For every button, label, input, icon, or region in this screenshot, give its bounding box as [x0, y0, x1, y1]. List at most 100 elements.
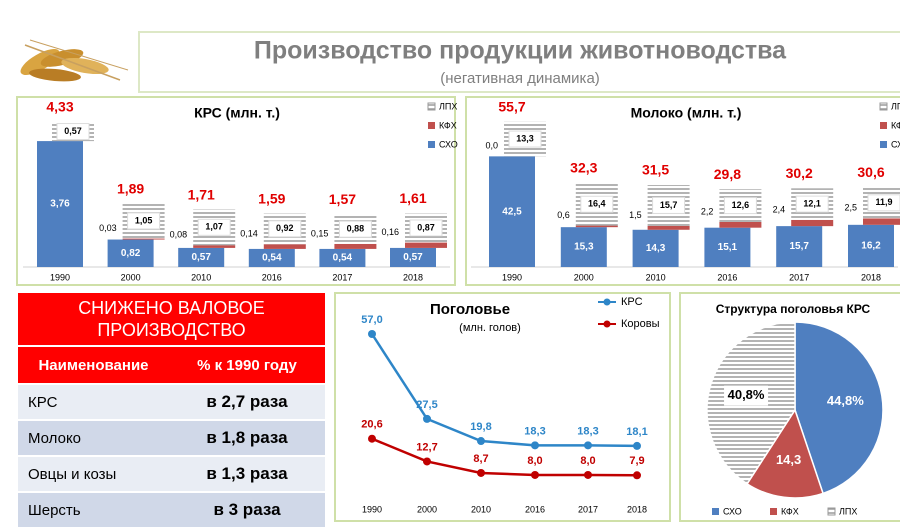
bar-segment [575, 225, 618, 228]
bar-segment [560, 227, 607, 267]
legend-label: ЛПХ [891, 101, 900, 111]
chart-title: Структура поголовья КРС [716, 302, 871, 316]
value-label: 2,2 [701, 206, 714, 216]
column-header: % к 1990 году [169, 347, 325, 383]
x-tick-label: 2000 [574, 272, 594, 282]
title: Производство продукции животноводства [254, 37, 787, 65]
value-label: 0,88 [347, 224, 365, 234]
column-header: Наименование [18, 347, 169, 383]
value-label: 12,1 [803, 199, 821, 209]
value-label: 42,5 [502, 206, 522, 217]
bar-segment [107, 239, 154, 267]
value-label: 0,54 [262, 253, 282, 264]
value-label: 8,7 [473, 453, 488, 465]
table-cell: в 1,8 раза [169, 421, 325, 455]
legend-swatch [428, 122, 435, 129]
value-label: 15,3 [574, 242, 594, 253]
logo [20, 39, 129, 82]
value-label: 0,03 [99, 223, 117, 233]
bar-segment [390, 247, 436, 267]
label-bg [580, 195, 614, 213]
table-cell: Молоко [18, 421, 169, 455]
value-label: 16,2 [861, 241, 881, 252]
bar-segment [719, 221, 762, 228]
point [633, 441, 641, 450]
value-label: 16,4 [588, 199, 606, 209]
bar-segment [489, 156, 535, 267]
x-tick-label: 2010 [646, 272, 666, 282]
value-label: 0,57 [403, 252, 423, 263]
bar-segment [791, 219, 834, 227]
series-line [370, 333, 638, 448]
x-tick-label: 2017 [789, 272, 809, 282]
value-label: 7,9 [629, 455, 644, 467]
series-line [371, 437, 638, 477]
point [477, 437, 485, 446]
panel [16, 96, 456, 286]
value-label: 44,8% [827, 393, 864, 408]
chart-title: КРС (млн. т.) [194, 105, 280, 121]
x-tick-label: 2016 [717, 272, 737, 282]
legend-label: СХО [723, 506, 742, 516]
table-row: Шерсть в 3 раза [18, 493, 325, 527]
value-label: 12,7 [416, 441, 437, 453]
legend-swatch [770, 508, 777, 515]
legend-marker [603, 320, 611, 328]
x-tick-label: 2000 [121, 272, 141, 282]
value-label: 0,92 [276, 223, 294, 233]
total-label: 4,33 [46, 99, 73, 115]
table-cell: Овцы и козы [18, 457, 169, 491]
value-label: 8,0 [527, 455, 542, 467]
pie-slice [794, 321, 884, 495]
legend-label: КФХ [891, 120, 900, 130]
legend-swatch [879, 102, 888, 111]
legend-marker [603, 298, 611, 306]
label-bg [795, 195, 829, 213]
table-row: КРС в 2,7 раза [18, 385, 325, 419]
point [584, 470, 592, 479]
x-tick-label: 2010 [471, 504, 491, 514]
total-label: 1,61 [399, 190, 426, 206]
subtitle: (негативная динамика) [440, 70, 600, 87]
x-tick-label: 2010 [191, 272, 211, 282]
legend-swatch [712, 508, 719, 515]
value-label: 0,54 [333, 253, 353, 264]
value-label: 0,87 [417, 222, 435, 232]
bar-segment [178, 247, 225, 267]
label-bg [56, 123, 90, 141]
value-label: 15,7 [789, 241, 809, 252]
value-label: 27,5 [416, 399, 437, 411]
value-label: 12,6 [732, 200, 750, 210]
bar-segment [263, 244, 306, 249]
value-label: 0,08 [170, 230, 188, 240]
label-bg [268, 220, 302, 238]
total-label: 1,89 [117, 180, 144, 196]
value-label: 0,15 [311, 228, 329, 238]
bar-segment [334, 243, 377, 249]
x-tick-label: 2000 [417, 504, 437, 514]
point [531, 441, 539, 450]
legend-swatch [880, 141, 887, 148]
legend-swatch [427, 102, 436, 111]
label-bg [508, 130, 542, 148]
bar-segment [122, 238, 165, 240]
legend-label: КФХ [781, 506, 799, 516]
bar-segment [37, 141, 83, 267]
value-label: 19,8 [470, 421, 491, 433]
point [368, 434, 376, 443]
bar-segment [193, 245, 236, 248]
bar-segment [776, 226, 823, 267]
label-bg [723, 197, 757, 215]
table-cell: в 3 раза [169, 493, 325, 527]
point [531, 470, 539, 479]
value-label: 57,0 [361, 314, 382, 326]
point [423, 457, 431, 466]
table-title: СНИЖЕНО ВАЛОВОЕ ПРОИЗВОДСТВО [18, 293, 325, 345]
bar-segment [704, 227, 751, 267]
value-label: 0,82 [121, 248, 141, 259]
value-label: 13,3 [516, 133, 534, 143]
x-tick-label: 2016 [262, 272, 282, 282]
value-label: 20,6 [361, 419, 382, 431]
